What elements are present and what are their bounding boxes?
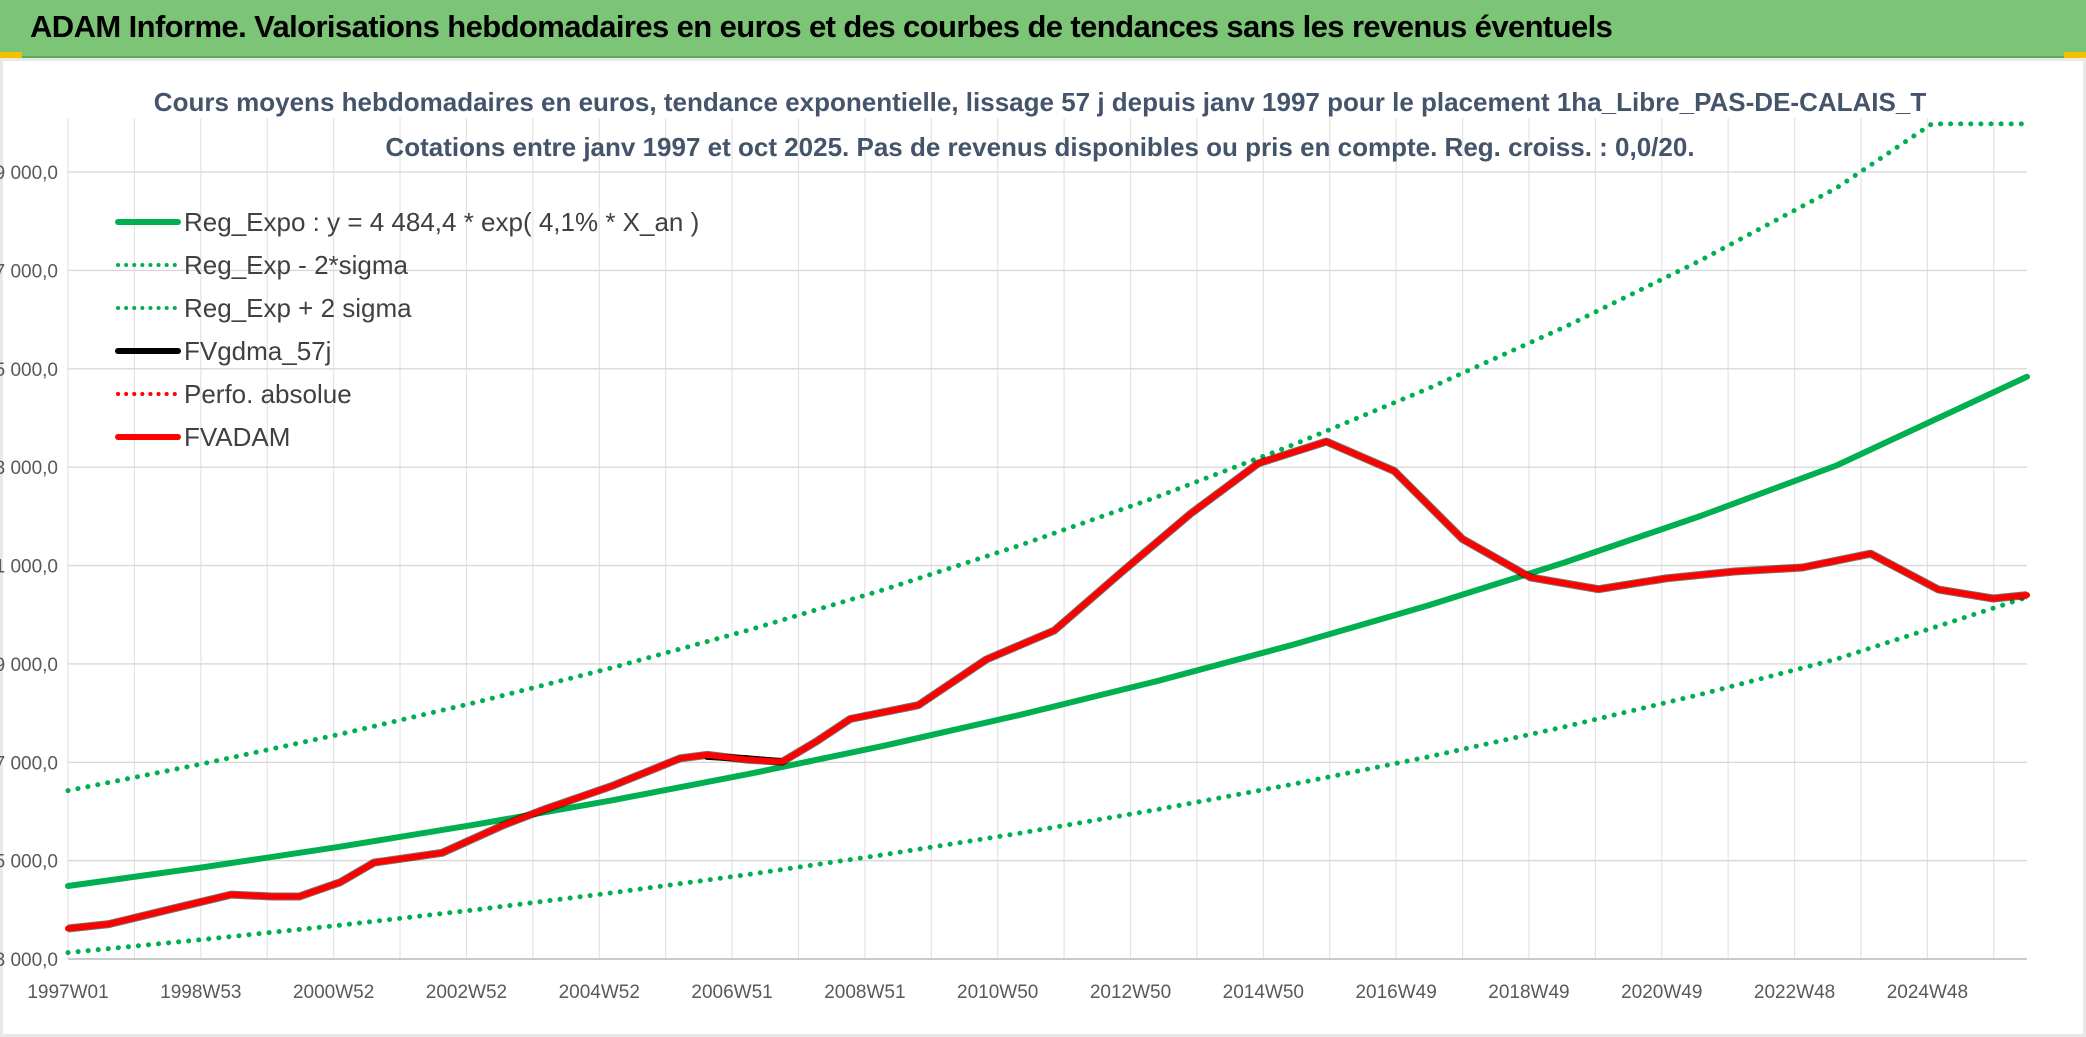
y-tick-label: 5 000,0: [0, 852, 58, 873]
y-tick-label: 19 000,0: [0, 163, 58, 184]
y-tick-label: 13 000,0: [0, 458, 58, 479]
x-tick-label: 2010W50: [957, 982, 1038, 1003]
x-tick-label: 2020W49: [1621, 982, 1702, 1003]
corner-mark-right: [2064, 52, 2086, 58]
page-title: ADAM Informe. Valorisations hebdomadaire…: [30, 9, 1613, 44]
legend-label: Reg_Exp - 2*sigma: [184, 250, 409, 280]
y-axis-labels: 3 000,0 5 000,0 7 000,0 9 000,0 11 000,0 13 0…: [0, 163, 58, 971]
y-tick-label: 7 000,0: [0, 753, 58, 774]
x-tick-label: 2004W52: [559, 982, 640, 1003]
title-bar: ADAM Informe. Valorisations hebdomadaire…: [0, 0, 2086, 58]
legend-label: Reg_Expo : y = 4 484,4 * exp( 4,1% * X_a…: [184, 207, 699, 237]
x-tick-label: 2008W51: [824, 982, 905, 1003]
x-tick-label: 2018W49: [1488, 982, 1569, 1003]
series-line-reg-exp-2-sigma: [65, 121, 2030, 794]
grid-layer: [67, 118, 2027, 960]
series-line-reg-expo-y-4-484-4-exp-4-1-x-an: [65, 373, 2030, 889]
y-tick-label: 3 000,0: [0, 950, 58, 971]
series-layer: [65, 121, 2030, 956]
x-tick-label: 2012W50: [1090, 982, 1171, 1003]
chart-title: Cours moyens hebdomadaires en euros, ten…: [154, 87, 1927, 117]
x-tick-label: 2022W48: [1754, 982, 1835, 1003]
legend-label: FVgdma_57j: [184, 336, 331, 366]
chart-subtitle: Cotations entre janv 1997 et oct 2025. P…: [385, 132, 1694, 162]
x-tick-label: 2024W48: [1887, 982, 1968, 1003]
x-tick-label: 2006W51: [691, 982, 772, 1003]
x-tick-label: 1997W01: [27, 982, 108, 1003]
x-axis-labels: 1997W01 1998W53 2000W52 2002W52 2004W52 2006W…: [27, 982, 1968, 1003]
x-tick-label: 2002W52: [426, 982, 507, 1003]
y-tick-label: 15 000,0: [0, 360, 58, 381]
series-line-reg-exp-2-sigma: [65, 594, 2030, 956]
x-tick-label: 2000W52: [293, 982, 374, 1003]
legend-label: FVADAM: [184, 422, 290, 452]
legend: Reg_Expo : y = 4 484,4 * exp( 4,1% * X_a…: [115, 207, 699, 452]
legend-label: Perfo. absolue: [184, 379, 352, 409]
series-line-fvadam: [65, 438, 2030, 932]
y-tick-label: 17 000,0: [0, 261, 58, 282]
y-tick-label: 11 000,0: [0, 557, 58, 578]
corner-mark-left: [0, 52, 22, 58]
legend-label: Reg_Exp + 2 sigma: [184, 293, 412, 323]
x-tick-label: 2016W49: [1355, 982, 1436, 1003]
y-tick-label: 9 000,0: [0, 655, 58, 676]
x-tick-label: 2014W50: [1223, 982, 1304, 1003]
x-tick-label: 1998W53: [160, 982, 241, 1003]
